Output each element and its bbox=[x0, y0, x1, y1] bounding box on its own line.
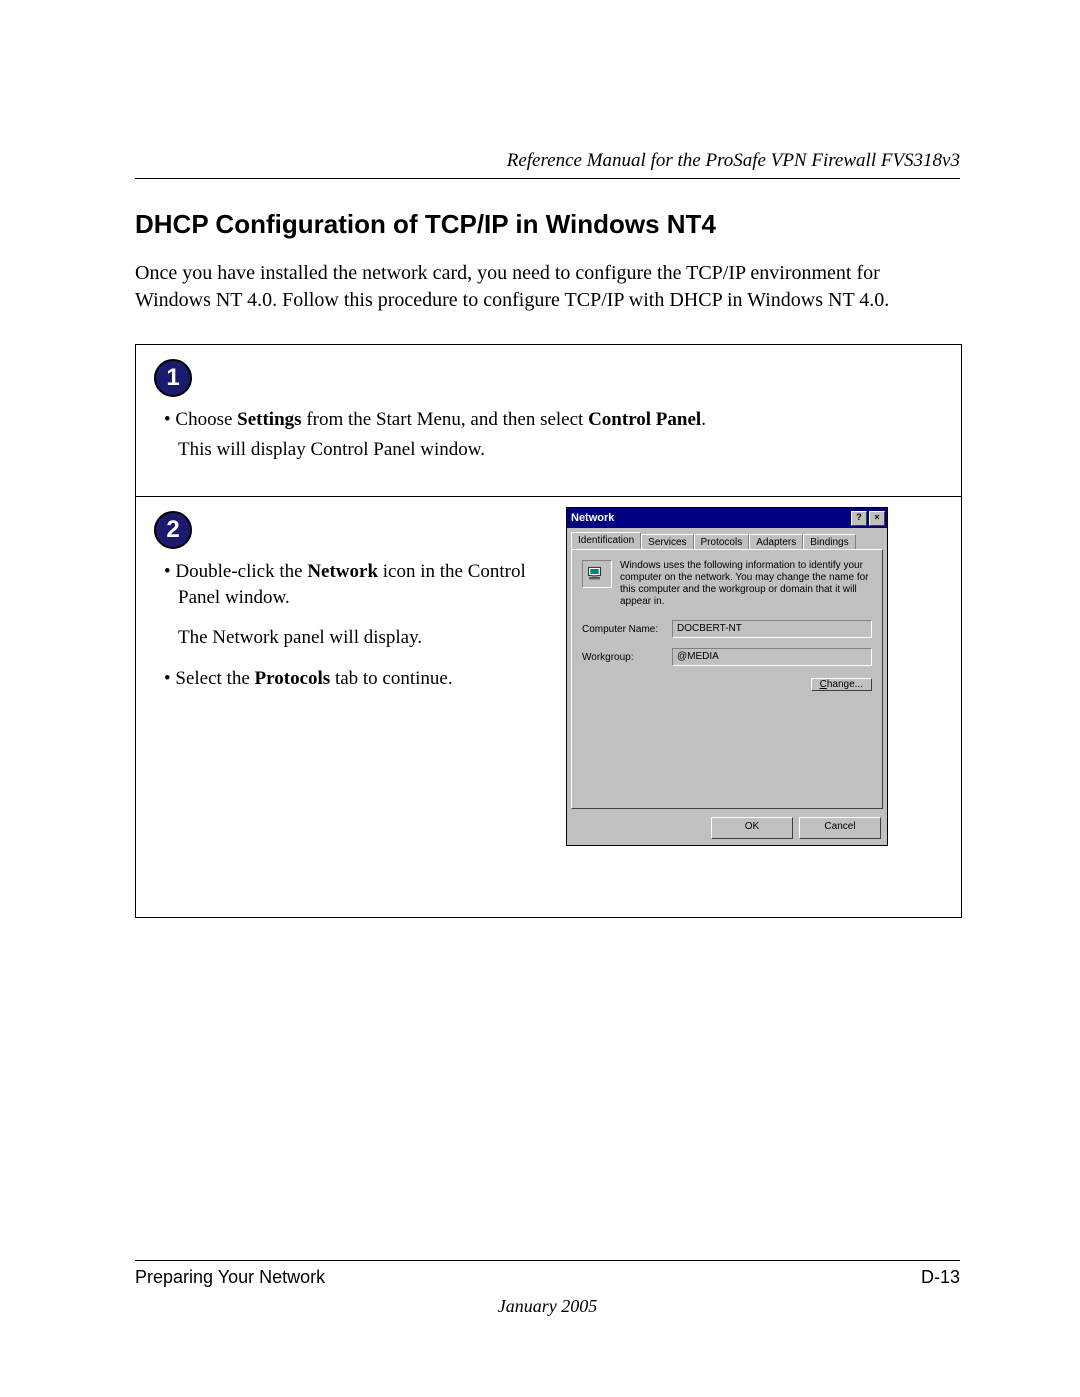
bold-text: Network bbox=[307, 561, 378, 582]
dialog-title: Network bbox=[571, 512, 614, 524]
dialog-tabpanel: Windows uses the following information t… bbox=[571, 549, 883, 809]
computer-name-label: Computer Name: bbox=[582, 624, 672, 635]
footer-date: January 2005 bbox=[135, 1296, 960, 1317]
text: . bbox=[701, 409, 706, 430]
help-icon[interactable]: ? bbox=[851, 511, 867, 526]
step-row-2: 2 • Double-click the Network icon in the… bbox=[136, 497, 961, 917]
page-footer: Preparing Your Network D-13 January 2005 bbox=[135, 1260, 960, 1317]
workgroup-label: Workgroup: bbox=[582, 652, 672, 663]
text: • Double-click the bbox=[164, 561, 307, 582]
dialog-tabs: Identification Services Protocols Adapte… bbox=[567, 528, 887, 549]
step-row-1: 1 • Choose Settings from the Start Menu,… bbox=[136, 345, 961, 497]
text: • Choose bbox=[164, 409, 237, 430]
computer-name-field: DOCBERT-NT bbox=[672, 620, 872, 638]
change-button-label: hange... bbox=[827, 679, 863, 690]
bold-text: Settings bbox=[237, 409, 301, 430]
text: • Select the bbox=[164, 668, 255, 689]
dialog-titlebar[interactable]: Network ? × bbox=[567, 508, 887, 528]
bold-text: Protocols bbox=[255, 668, 331, 689]
text: tab to continue. bbox=[330, 668, 452, 689]
ok-button[interactable]: OK bbox=[711, 817, 793, 839]
step2-bullet2: • Select the Protocols tab to continue. bbox=[154, 666, 548, 692]
section-heading: DHCP Configuration of TCP/IP in Windows … bbox=[135, 209, 960, 240]
cancel-button[interactable]: Cancel bbox=[799, 817, 881, 839]
step2-bullet1: • Double-click the Network icon in the C… bbox=[154, 559, 548, 610]
step-badge-2: 2 bbox=[154, 511, 192, 549]
step1-bullet: • Choose Settings from the Start Menu, a… bbox=[154, 407, 943, 433]
close-icon[interactable]: × bbox=[869, 511, 885, 526]
computer-icon bbox=[582, 560, 612, 588]
text: from the Start Menu, and then select bbox=[302, 409, 589, 430]
dialog-info-text: Windows uses the following information t… bbox=[620, 560, 872, 608]
network-dialog: Network ? × Identification Services Prot… bbox=[566, 507, 888, 846]
header-manual-title: Reference Manual for the ProSafe VPN Fir… bbox=[135, 150, 960, 179]
bold-text: Control Panel bbox=[588, 409, 701, 430]
tab-identification[interactable]: Identification bbox=[571, 532, 641, 549]
change-button[interactable]: Change... bbox=[811, 678, 872, 691]
section-intro: Once you have installed the network card… bbox=[135, 260, 960, 314]
footer-page-number: D-13 bbox=[921, 1267, 960, 1288]
workgroup-field: @MEDIA bbox=[672, 648, 872, 666]
step1-subline: This will display Control Panel window. bbox=[154, 437, 943, 463]
step2-subline: The Network panel will display. bbox=[154, 625, 548, 651]
steps-table: 1 • Choose Settings from the Start Menu,… bbox=[135, 344, 962, 918]
step-badge-1: 1 bbox=[154, 359, 192, 397]
footer-section-name: Preparing Your Network bbox=[135, 1267, 325, 1288]
